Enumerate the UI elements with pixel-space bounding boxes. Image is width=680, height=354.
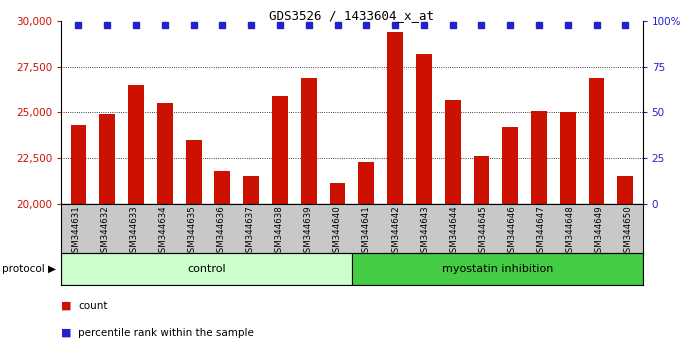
Bar <box>128 85 144 204</box>
Bar <box>243 176 259 204</box>
Text: GSM344638: GSM344638 <box>275 205 284 258</box>
Text: GSM344644: GSM344644 <box>449 205 458 258</box>
Text: GSM344635: GSM344635 <box>188 205 197 258</box>
Bar <box>473 156 490 204</box>
Bar <box>589 78 605 204</box>
Text: GSM344647: GSM344647 <box>537 205 545 258</box>
Text: percentile rank within the sample: percentile rank within the sample <box>78 328 254 338</box>
Bar <box>99 114 115 204</box>
Text: ■: ■ <box>61 328 71 338</box>
Text: GSM344634: GSM344634 <box>158 205 167 258</box>
Bar <box>531 110 547 204</box>
Bar <box>157 103 173 204</box>
Bar <box>416 54 432 204</box>
Bar <box>352 253 643 285</box>
Text: GSM344641: GSM344641 <box>362 205 371 258</box>
Bar <box>186 140 201 204</box>
Bar <box>358 162 374 204</box>
Text: GSM344637: GSM344637 <box>245 205 254 258</box>
Bar <box>445 99 460 204</box>
Text: protocol ▶: protocol ▶ <box>2 264 56 274</box>
Bar <box>617 176 633 204</box>
Text: GSM344646: GSM344646 <box>507 205 516 258</box>
Bar <box>330 183 345 204</box>
Text: control: control <box>187 264 226 274</box>
Text: GSM344649: GSM344649 <box>594 205 603 258</box>
Text: GSM344648: GSM344648 <box>566 205 575 258</box>
Text: GSM344643: GSM344643 <box>420 205 429 258</box>
Bar <box>503 127 518 204</box>
Text: GSM344639: GSM344639 <box>304 205 313 258</box>
Text: ■: ■ <box>61 301 71 311</box>
Bar <box>272 96 288 204</box>
Bar <box>61 253 352 285</box>
Bar <box>71 125 86 204</box>
Text: GSM344650: GSM344650 <box>624 205 632 258</box>
Text: GSM344642: GSM344642 <box>391 205 400 258</box>
Text: GSM344640: GSM344640 <box>333 205 342 258</box>
Text: GDS3526 / 1433604_x_at: GDS3526 / 1433604_x_at <box>269 9 435 22</box>
Text: GSM344636: GSM344636 <box>217 205 226 258</box>
Text: GSM344631: GSM344631 <box>71 205 80 258</box>
Bar <box>214 171 231 204</box>
Bar <box>387 32 403 204</box>
Text: GSM344645: GSM344645 <box>478 205 487 258</box>
Bar <box>301 78 317 204</box>
Text: count: count <box>78 301 107 311</box>
Text: GSM344633: GSM344633 <box>129 205 138 258</box>
Text: myostatin inhibition: myostatin inhibition <box>441 264 553 274</box>
Text: GSM344632: GSM344632 <box>101 205 109 258</box>
Bar <box>560 113 576 204</box>
